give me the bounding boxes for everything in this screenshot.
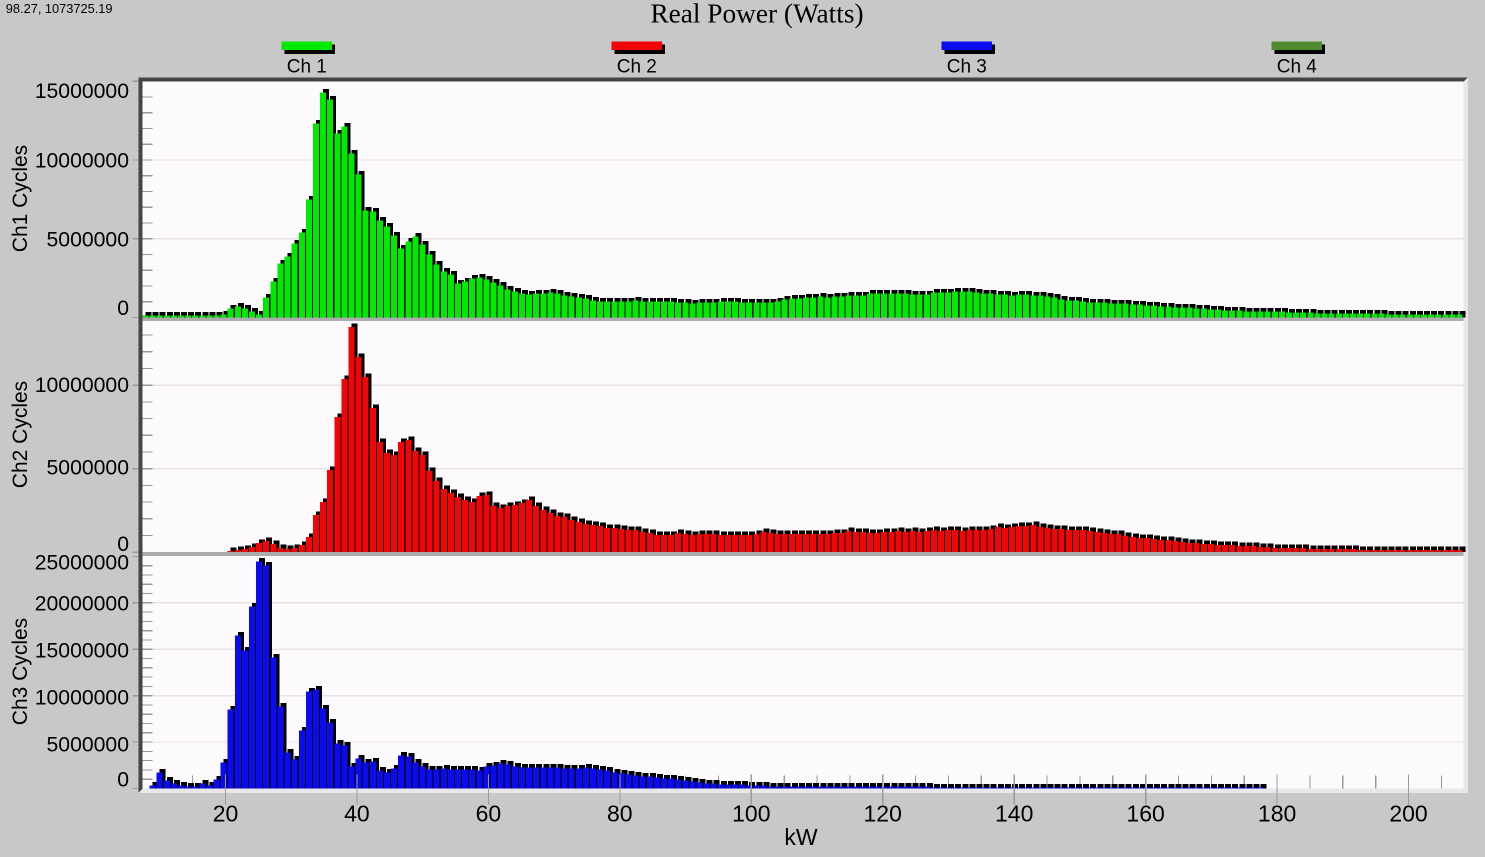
svg-text:Ch 4: Ch 4: [1277, 57, 1318, 78]
svg-text:98.27, 1073725.19: 98.27, 1073725.19: [6, 1, 113, 16]
svg-text:Ch 3: Ch 3: [947, 57, 987, 78]
svg-text:80: 80: [607, 801, 633, 827]
svg-text:25000000: 25000000: [35, 552, 129, 575]
svg-text:100: 100: [732, 801, 770, 827]
svg-text:160: 160: [1126, 801, 1164, 827]
svg-text:60: 60: [476, 801, 502, 827]
svg-text:15000000: 15000000: [35, 639, 129, 662]
svg-text:5000000: 5000000: [47, 733, 129, 756]
svg-text:Ch 2: Ch 2: [617, 57, 657, 78]
svg-text:0: 0: [117, 768, 129, 791]
svg-text:Ch2 Cycles: Ch2 Cycles: [9, 381, 32, 488]
svg-text:15000000: 15000000: [35, 80, 129, 103]
svg-text:10000000: 10000000: [35, 150, 129, 173]
svg-text:40: 40: [344, 801, 370, 827]
svg-text:20000000: 20000000: [35, 592, 129, 615]
svg-text:20: 20: [213, 801, 239, 827]
svg-text:Ch 1: Ch 1: [287, 57, 327, 78]
svg-text:5000000: 5000000: [47, 228, 129, 251]
svg-text:140: 140: [995, 801, 1033, 827]
svg-text:120: 120: [864, 801, 902, 827]
svg-text:0: 0: [117, 297, 129, 320]
svg-text:kW: kW: [784, 824, 818, 850]
svg-text:200: 200: [1389, 801, 1427, 827]
svg-text:Ch3 Cycles: Ch3 Cycles: [9, 618, 32, 725]
svg-text:10000000: 10000000: [35, 686, 129, 709]
svg-text:5000000: 5000000: [47, 457, 129, 480]
svg-text:180: 180: [1258, 801, 1296, 827]
svg-text:0: 0: [117, 533, 129, 556]
svg-text:10000000: 10000000: [35, 374, 129, 397]
svg-text:Ch1 Cycles: Ch1 Cycles: [9, 145, 32, 252]
svg-text:Real Power (Watts): Real Power (Watts): [650, 0, 863, 28]
